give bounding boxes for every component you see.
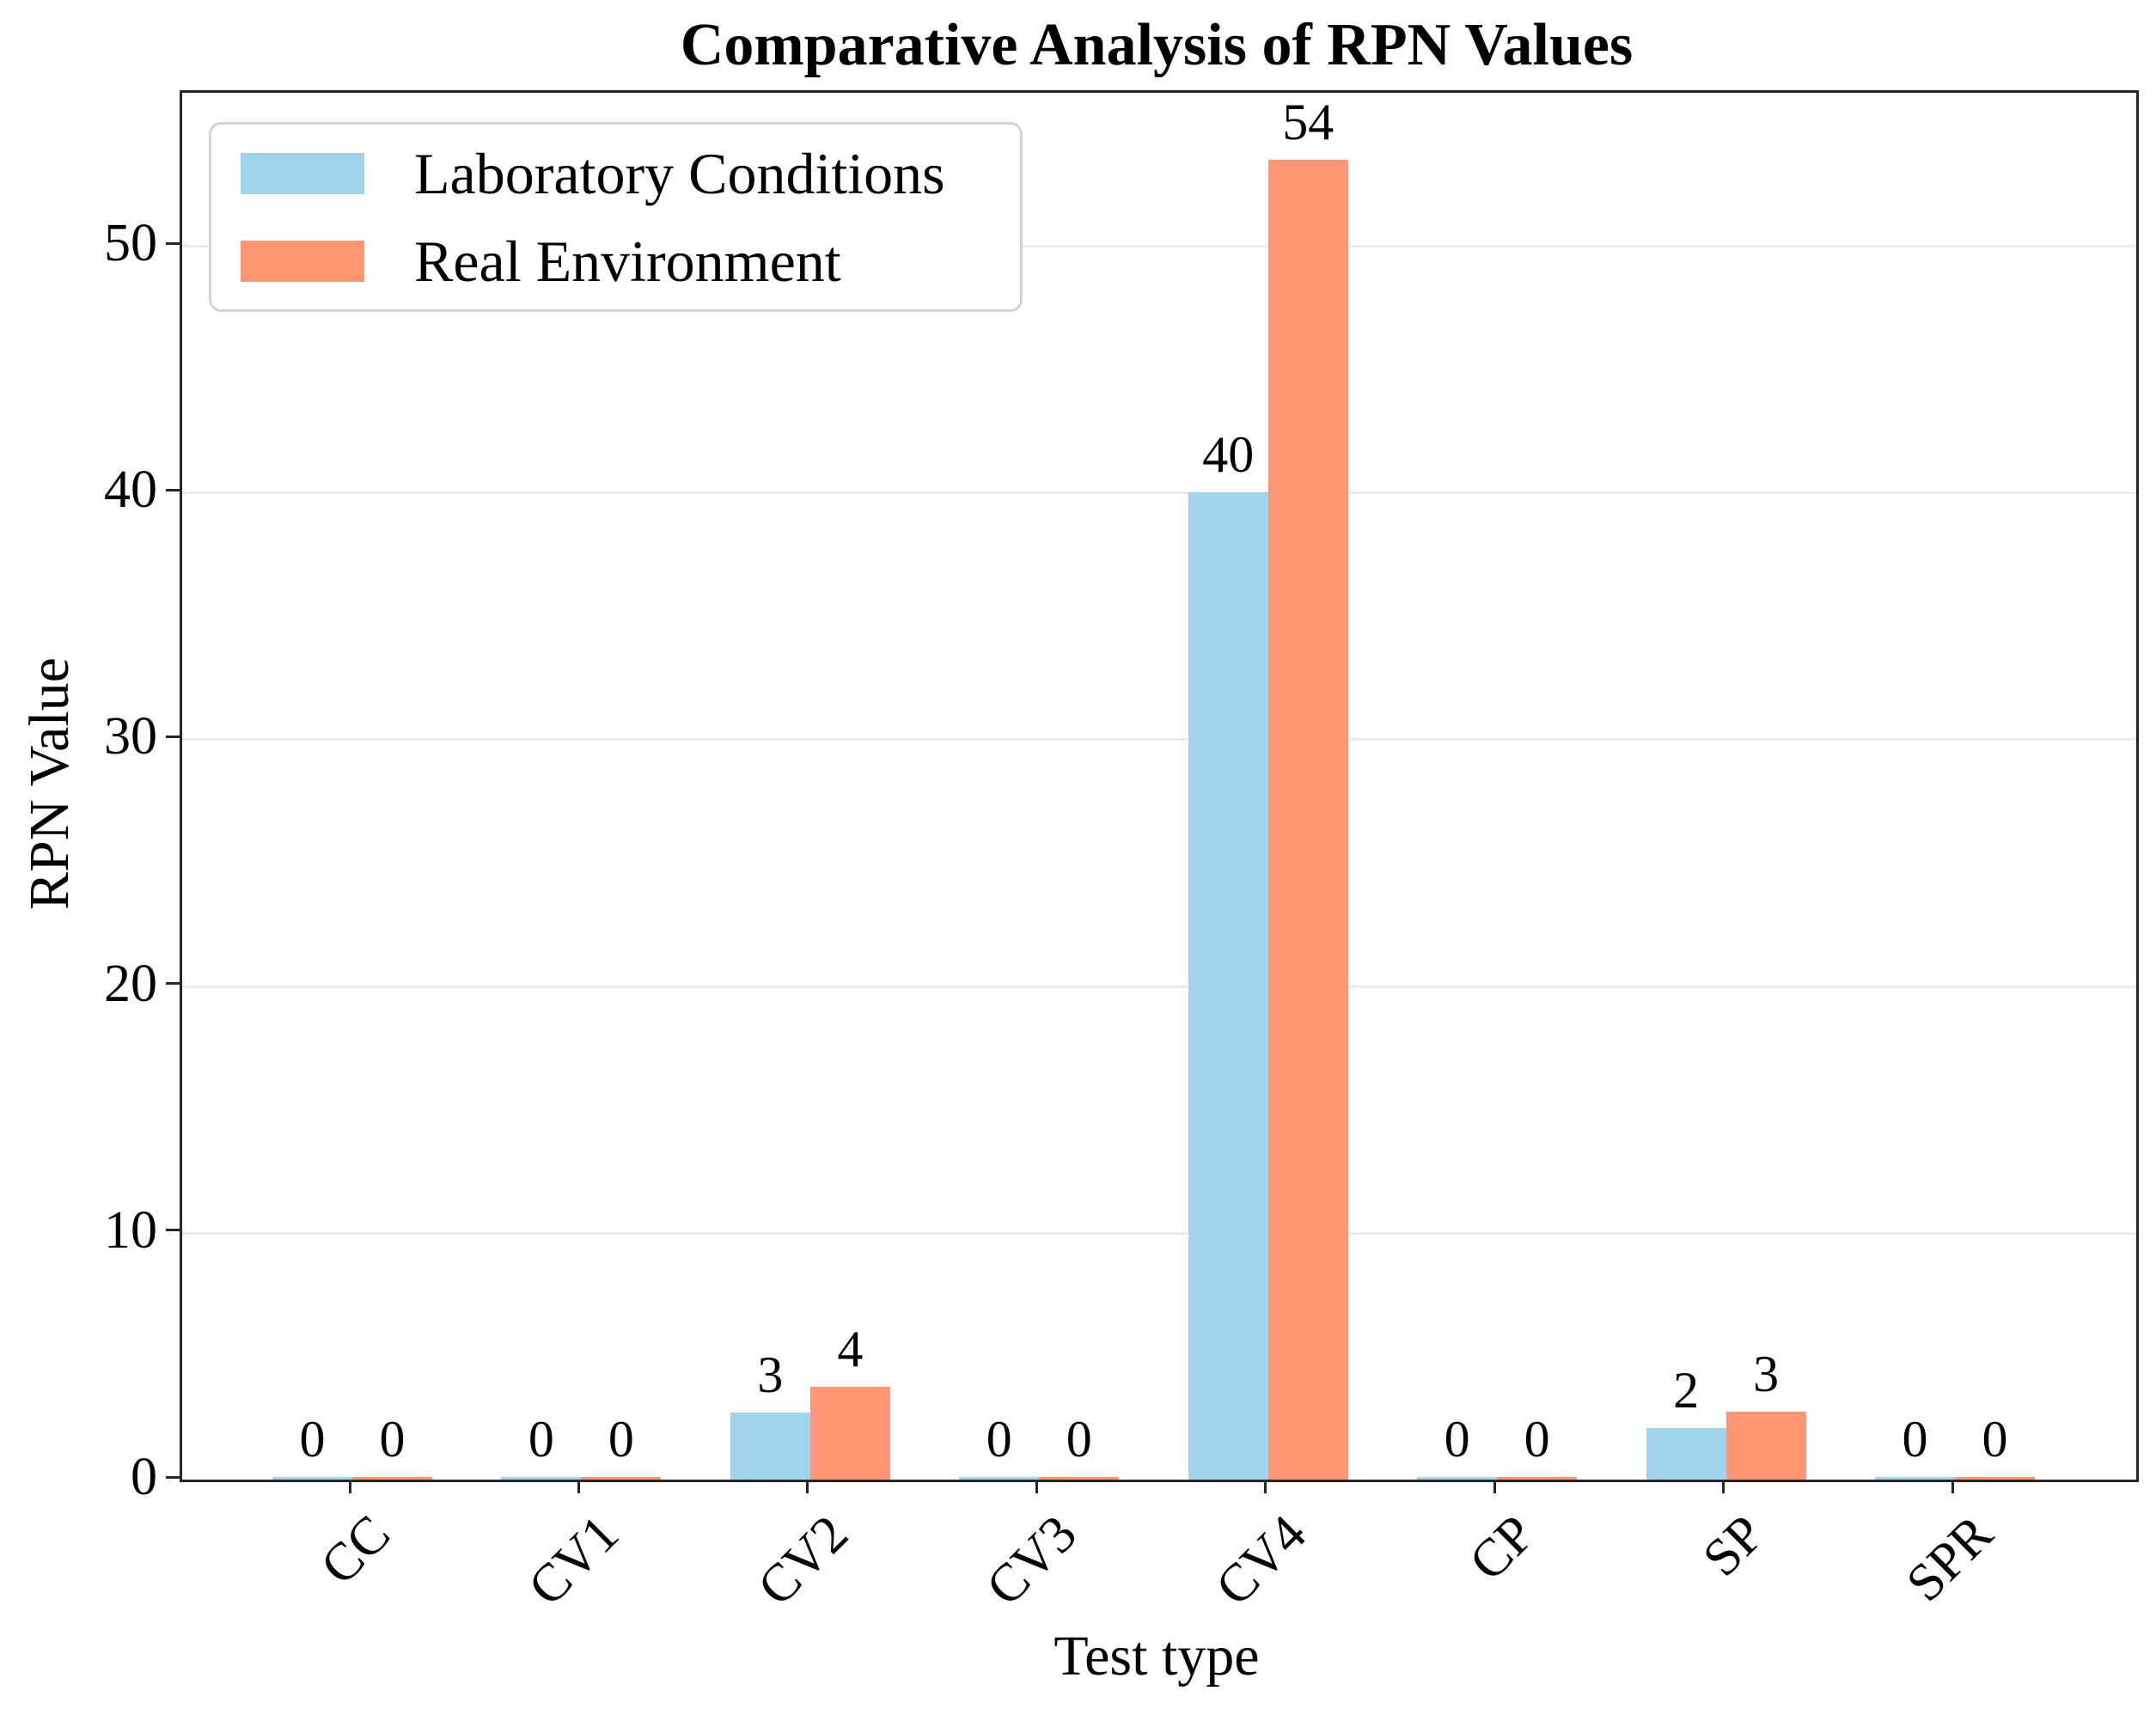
legend-label-real: Real Environment — [414, 228, 841, 294]
bar-CV3-real — [1039, 1476, 1120, 1480]
plot-area: 0 0 0 0 3 4 0 0 40 54 0 0 2 3 0 0 — [180, 90, 2139, 1482]
bar-CV4-real — [1267, 159, 1348, 1480]
ytick-mark-20 — [166, 982, 180, 986]
legend: Laboratory Conditions Real Environment — [209, 122, 1023, 312]
xtick-mark-CV2 — [806, 1480, 809, 1493]
bar-value-label-SPR-lab: 0 — [1902, 1410, 1928, 1468]
bar-CV3-lab — [959, 1476, 1040, 1480]
bar-CV2-real — [809, 1387, 890, 1480]
bar-CV4-lab — [1188, 492, 1268, 1480]
gridline-y40 — [182, 491, 2136, 495]
bar-value-label-SP-real: 3 — [1753, 1346, 1780, 1403]
xtick-mark-CV3 — [1035, 1480, 1038, 1493]
bar-CV1-real — [581, 1476, 662, 1480]
bar-CV1-lab — [501, 1476, 582, 1480]
ytick-mark-40 — [166, 488, 180, 491]
bar-value-label-CV2-real: 4 — [837, 1321, 864, 1378]
xtick-mark-CV1 — [577, 1480, 580, 1493]
ytick-mark-0 — [166, 1475, 180, 1479]
ytick-label-30: 30 — [104, 707, 157, 766]
bar-value-label-CP-lab: 0 — [1444, 1410, 1470, 1468]
bar-SP-lab — [1646, 1427, 1726, 1480]
ytick-label-0: 0 — [131, 1448, 157, 1506]
bar-CC-lab — [272, 1476, 352, 1480]
xtick-mark-CP — [1493, 1480, 1496, 1493]
ytick-mark-10 — [166, 1229, 180, 1232]
bar-CP-lab — [1417, 1476, 1498, 1480]
x-axis-title: Test type — [1054, 1625, 1260, 1688]
bar-value-label-CV1-real: 0 — [608, 1410, 634, 1468]
bar-SPR-lab — [1875, 1476, 1955, 1480]
ytick-mark-30 — [166, 735, 180, 738]
bar-CP-real — [1497, 1476, 1578, 1480]
bar-value-label-CV1-lab: 0 — [528, 1410, 554, 1468]
bar-SP-real — [1725, 1412, 1806, 1480]
ytick-label-50: 50 — [104, 214, 157, 273]
bar-value-label-SPR-real: 0 — [1982, 1410, 2008, 1468]
legend-item-laboratory: Laboratory Conditions — [241, 144, 1020, 203]
xtick-mark-SPR — [1951, 1480, 1954, 1493]
ytick-label-40: 40 — [104, 461, 157, 520]
bar-value-label-CV2-lab: 3 — [757, 1346, 784, 1404]
gridline-y30 — [182, 738, 2136, 742]
bar-CV2-lab — [730, 1413, 810, 1480]
bar-SPR-real — [1955, 1476, 2035, 1480]
legend-label-laboratory: Laboratory Conditions — [414, 140, 945, 206]
gridline-y50 — [182, 245, 2136, 248]
bar-value-label-CV4-lab: 40 — [1202, 426, 1255, 484]
xtick-mark-SP — [1722, 1480, 1725, 1493]
bar-value-label-SP-lab: 2 — [1673, 1361, 1700, 1419]
ytick-label-20: 20 — [104, 954, 157, 1013]
bar-value-label-CP-real: 0 — [1524, 1410, 1550, 1468]
ytick-mark-50 — [166, 241, 180, 245]
bar-value-label-CV3-lab: 0 — [986, 1410, 1012, 1468]
xtick-mark-CV4 — [1264, 1480, 1267, 1493]
gridline-y10 — [182, 1231, 2136, 1235]
bar-value-label-CV3-real: 0 — [1066, 1410, 1092, 1468]
bar-CC-real — [352, 1476, 432, 1480]
gridline-y20 — [182, 985, 2136, 988]
ytick-label-10: 10 — [104, 1200, 157, 1260]
bar-value-label-CV4-real: 54 — [1282, 93, 1335, 150]
legend-item-real: Real Environment — [241, 232, 1020, 290]
bar-value-label-CC-lab: 0 — [299, 1410, 326, 1468]
xtick-mark-CC — [348, 1480, 351, 1493]
y-axis-title: RPN Value — [18, 657, 81, 910]
chart-title: Comparative Analysis of RPN Values — [680, 12, 1634, 78]
bar-value-label-CC-real: 0 — [379, 1410, 406, 1468]
legend-swatch-laboratory — [241, 152, 364, 194]
legend-swatch-real — [241, 240, 364, 282]
